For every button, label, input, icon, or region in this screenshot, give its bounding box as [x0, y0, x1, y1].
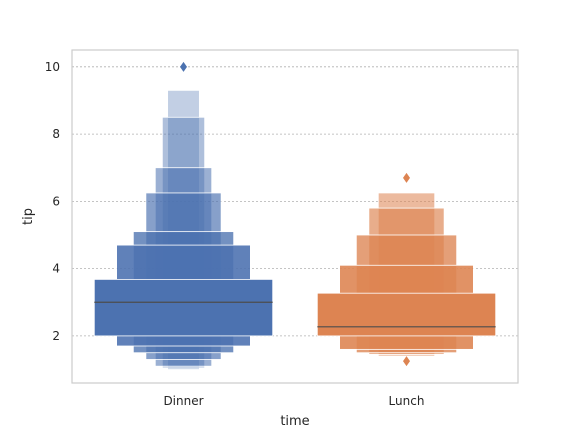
boxen-box — [93, 278, 274, 337]
y-tick-label: 8 — [52, 127, 60, 141]
data-marks — [93, 61, 497, 370]
outlier-point — [403, 172, 410, 183]
y-tick-label: 2 — [52, 329, 60, 343]
outlier-point — [180, 61, 187, 72]
x-axis-label: time — [280, 414, 309, 429]
y-tick-label: 6 — [52, 194, 60, 208]
outlier-point — [403, 356, 410, 367]
y-tick-label: 4 — [52, 262, 60, 276]
boxen-box — [316, 292, 497, 337]
plot-frame — [71, 49, 519, 384]
x-tick-label: Dinner — [163, 394, 203, 408]
y-tick-label: 10 — [45, 60, 60, 74]
tick-labels: 2 4 6 8 10 Dinner Lunch — [45, 60, 425, 408]
x-tick-label: Lunch — [389, 394, 425, 408]
y-axis-label: tip — [21, 208, 36, 225]
